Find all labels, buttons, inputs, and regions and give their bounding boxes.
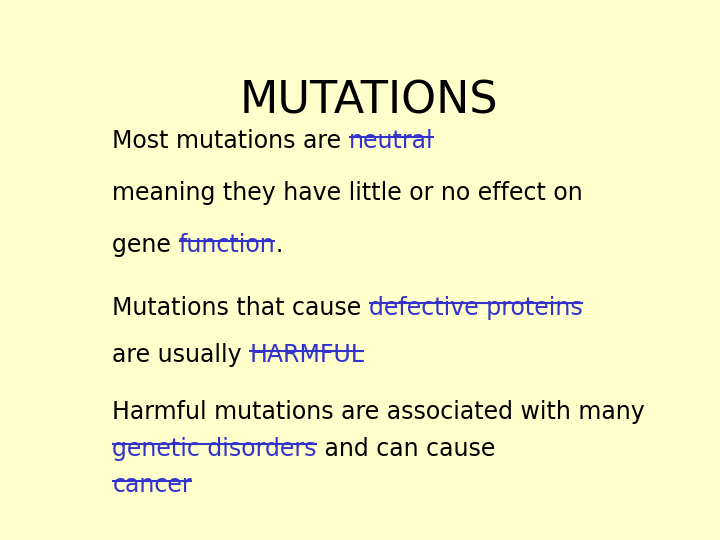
Text: gene: gene [112, 233, 179, 257]
Text: neutral: neutral [349, 129, 433, 153]
Text: Harmful mutations are associated with many: Harmful mutations are associated with ma… [112, 400, 645, 423]
Text: .: . [276, 233, 283, 257]
Text: Mutations that cause: Mutations that cause [112, 295, 369, 320]
Text: are usually: are usually [112, 343, 249, 367]
Text: Most mutations are: Most mutations are [112, 129, 349, 153]
Text: cancer: cancer [112, 473, 192, 497]
Text: meaning they have little or no effect on: meaning they have little or no effect on [112, 181, 583, 205]
Text: defective proteins: defective proteins [369, 295, 582, 320]
Text: genetic disorders: genetic disorders [112, 437, 317, 461]
Text: and can cause: and can cause [317, 437, 495, 461]
Text: HARMFUL: HARMFUL [249, 343, 364, 367]
Text: function: function [179, 233, 276, 257]
Text: MUTATIONS: MUTATIONS [240, 79, 498, 123]
